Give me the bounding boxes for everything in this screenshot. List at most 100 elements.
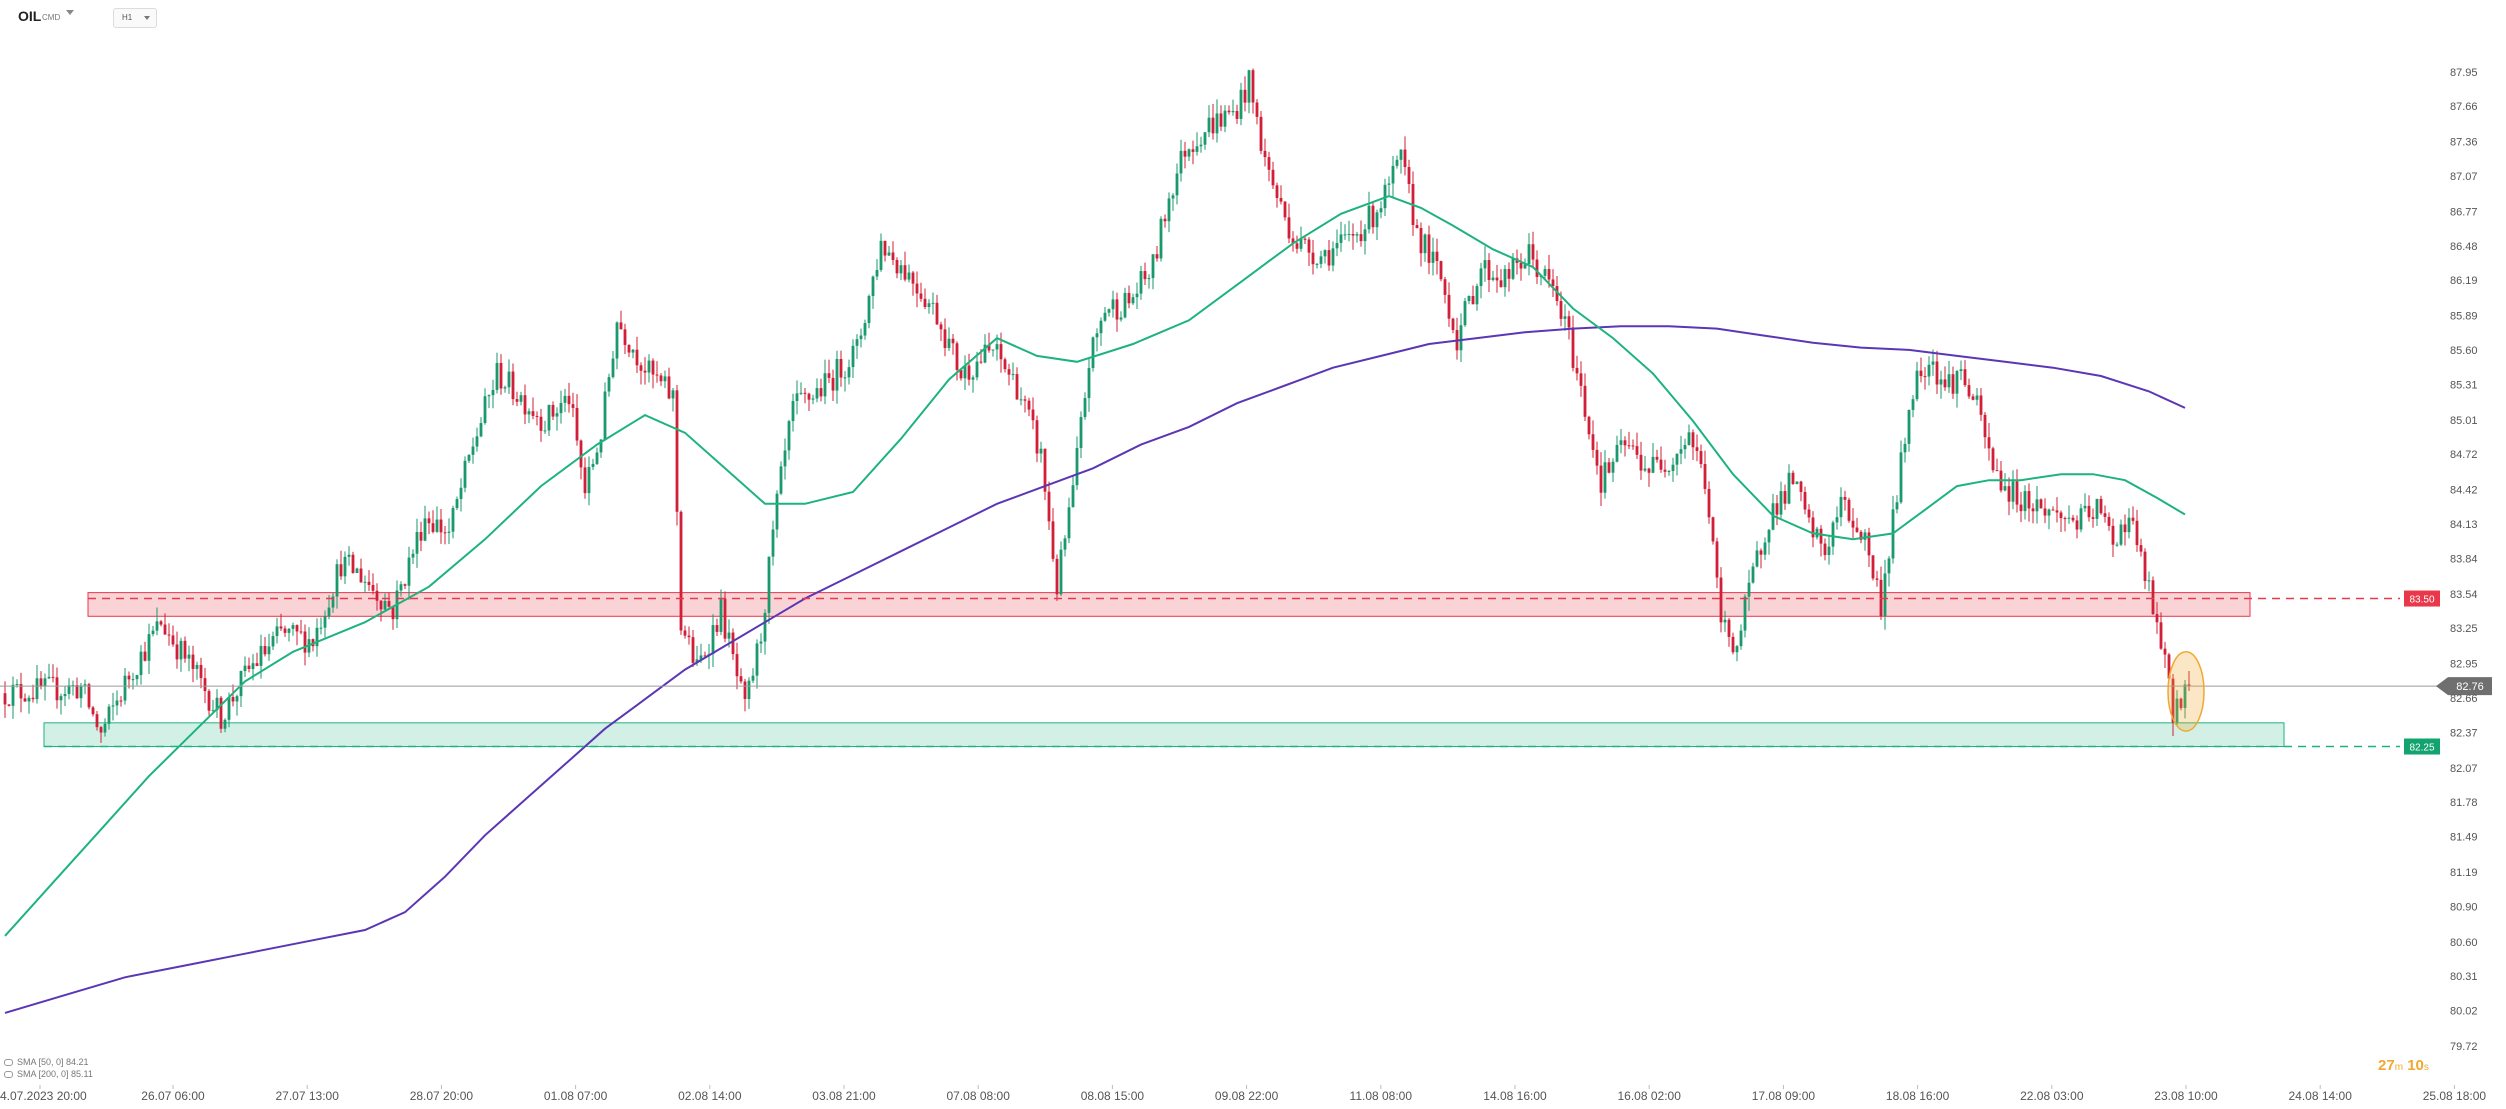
candle [199, 657, 203, 689]
candle-body [1895, 502, 1899, 510]
candle [1535, 250, 1539, 285]
candle [147, 623, 151, 675]
candle-body [319, 627, 323, 629]
candle [1747, 569, 1751, 611]
candle [1175, 163, 1179, 205]
candle [1423, 233, 1427, 262]
candle [523, 384, 527, 425]
eye-icon[interactable] [4, 1059, 13, 1067]
candle [519, 391, 523, 406]
candle [1683, 438, 1687, 459]
candle [2151, 576, 2155, 615]
candle [203, 667, 207, 704]
symbol-name[interactable]: OIL [18, 8, 42, 24]
candle-body [1363, 229, 1367, 242]
candle-body [139, 651, 143, 676]
candle-body [755, 643, 759, 676]
candle-body [1919, 370, 1923, 377]
candle-body [923, 298, 927, 308]
candle-body [211, 710, 215, 712]
sma50-legend[interactable]: SMA [50, 0] 84.21 [4, 1057, 89, 1067]
candle-body [963, 365, 967, 379]
candle [1083, 392, 1087, 420]
candle-body [683, 630, 687, 636]
candle [1567, 310, 1571, 340]
candle-body [1471, 295, 1475, 305]
candle-body [1359, 234, 1363, 242]
candle [1135, 282, 1139, 309]
y-tick-label: 81.49 [2450, 831, 2478, 843]
candle [839, 350, 843, 387]
candle-body [1727, 619, 1731, 637]
candle [631, 348, 635, 359]
candle [295, 624, 299, 646]
candle-body [1039, 448, 1043, 454]
candle [1879, 566, 1883, 620]
candle-body [259, 645, 263, 666]
candle [1687, 424, 1691, 446]
candle-body [1059, 549, 1063, 595]
candle-body [251, 663, 255, 669]
candle [1243, 76, 1247, 112]
candle [1967, 378, 1971, 399]
candle [287, 627, 291, 642]
timeframe-select[interactable]: H1 [113, 8, 157, 28]
y-tick-label: 84.13 [2450, 519, 2478, 531]
candle-body [1543, 269, 1547, 276]
candle [863, 319, 867, 340]
candle-body [51, 676, 55, 678]
symbol-category: CMD [42, 13, 61, 22]
support-price-tag-text: 82.25 [2409, 743, 2434, 754]
candle [1283, 201, 1287, 221]
candle [79, 682, 83, 708]
candle-body [767, 556, 771, 613]
candle-body [1679, 449, 1683, 454]
candle [1235, 104, 1239, 124]
candle [1287, 203, 1291, 244]
candle-body [1687, 432, 1691, 445]
candle [1007, 363, 1011, 386]
candle-body [619, 322, 623, 330]
candle [747, 677, 751, 709]
candle-body [2183, 684, 2187, 708]
candle-body [271, 636, 275, 647]
eye-icon[interactable] [4, 1071, 13, 1079]
symbol-dropdown-chevron-icon[interactable] [66, 10, 74, 15]
candle-body [1323, 250, 1327, 257]
candle-body [199, 664, 203, 679]
candle-body [1599, 465, 1603, 493]
candle-body [803, 392, 807, 394]
sma200-legend[interactable]: SMA [200, 0] 85.11 [4, 1069, 93, 1079]
candle [1903, 437, 1907, 463]
candle-body [315, 627, 319, 647]
candle-body [447, 531, 451, 533]
candle [1759, 548, 1763, 569]
candle-body [171, 635, 175, 645]
candle-body [1995, 470, 1999, 472]
candle-body [1647, 468, 1651, 473]
candle [291, 622, 295, 636]
candle-body [747, 680, 751, 699]
candle-body [1031, 409, 1035, 421]
candle [307, 627, 311, 658]
candle [299, 619, 303, 635]
candle-body [1575, 367, 1579, 374]
candle [1607, 457, 1611, 474]
candle-body [559, 402, 563, 414]
candle [1883, 559, 1887, 630]
candle-body [1715, 541, 1719, 578]
candle-body [7, 704, 11, 706]
candle [1119, 311, 1123, 322]
candle [963, 355, 967, 390]
candle-body [1763, 542, 1767, 555]
candle-body [883, 240, 887, 256]
candle-body [275, 626, 279, 637]
candle-body [815, 388, 819, 399]
x-tick-label: 25.08 18:00 [2423, 1089, 2487, 1103]
candle [767, 556, 771, 624]
candle [1843, 490, 1847, 511]
candle [1651, 443, 1655, 474]
candle [1891, 495, 1895, 564]
candle [1191, 140, 1195, 165]
